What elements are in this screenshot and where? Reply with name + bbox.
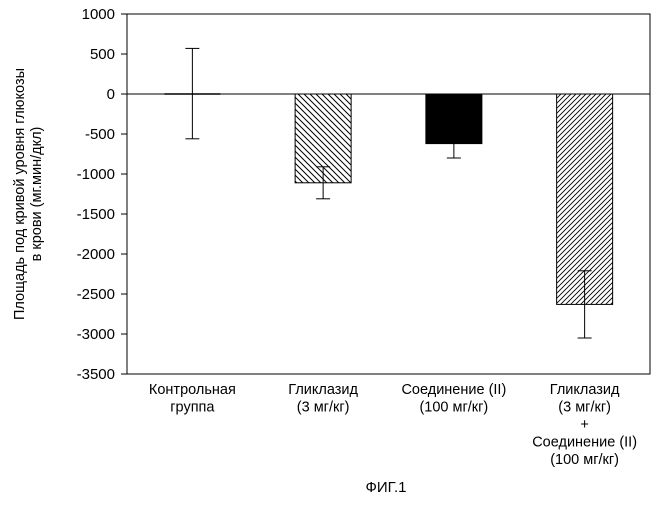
y-axis-ticks xyxy=(121,14,127,374)
y-axis-title-line-2: в крови (мг.мин/дкл) xyxy=(29,127,45,262)
y-axis-title: Площадь под кривой уровня глюкозы в кров… xyxy=(12,68,45,320)
y-tick-label: 0 xyxy=(107,86,115,103)
y-tick-label: -3500 xyxy=(77,366,115,383)
figure-caption: ФИГ.1 xyxy=(366,479,407,496)
y-tick-label: -1000 xyxy=(77,166,115,183)
category-label-line: + xyxy=(580,417,588,433)
y-tick-label: 1000 xyxy=(82,6,115,23)
y-tick-label: -2500 xyxy=(77,286,115,303)
category-label-line: Гликлазид xyxy=(288,382,358,398)
y-tick-label: -500 xyxy=(85,126,115,143)
category-label-line: Соединение (II) xyxy=(532,435,637,451)
category-label-line: группа xyxy=(170,400,215,416)
y-tick-label: -2000 xyxy=(77,246,115,263)
category-label: Соединение (II) (100 мг/кг) xyxy=(401,382,506,416)
category-label-line: (3 мг/кг) xyxy=(297,400,350,416)
category-label: Гликлазид (3 мг/кг) xyxy=(288,382,358,416)
y-tick-label: -3000 xyxy=(77,326,115,343)
y-axis-tick-labels: 1000 500 0 -500 -1000 -1500 -2000 -2500 -3000 -35… xyxy=(77,6,115,383)
category-label-line: Контрольная xyxy=(149,382,236,398)
y-tick-label: -1500 xyxy=(77,206,115,223)
category-label: Гликлазид (3 мг/кг)+ Соединение (II)(100 м… xyxy=(532,382,637,468)
category-label-line: (100 мг/кг) xyxy=(550,452,619,468)
category-label-line: (100 мг/кг) xyxy=(419,400,488,416)
category-label-line: Гликлазид xyxy=(550,382,620,398)
y-axis-title-line-1: Площадь под кривой уровня глюкозы xyxy=(12,68,28,320)
y-tick-label: 500 xyxy=(90,46,115,63)
x-axis-category-labels: Контрольная группа Гликлазид (3 мг/кг) Соеди… xyxy=(149,382,637,468)
category-label-line: Соединение (II) xyxy=(401,382,506,398)
category-label-line: (3 мг/кг) xyxy=(558,400,611,416)
category-label: Контрольная группа xyxy=(149,382,236,416)
